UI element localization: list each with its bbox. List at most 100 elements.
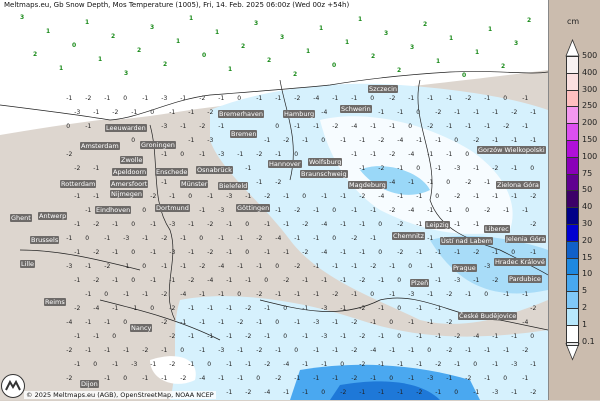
station-value: -1 <box>199 151 206 158</box>
station-value: 0 <box>446 179 451 186</box>
station-value: -1 <box>446 151 453 158</box>
sea-station-value: 3 <box>514 40 519 47</box>
station-value: -2 <box>74 165 81 172</box>
station-value: -1 <box>112 221 119 228</box>
station-value: -1 <box>142 375 149 382</box>
station-value: -2 <box>511 109 518 116</box>
legend-label: 10 <box>582 269 593 279</box>
station-value: -1 <box>446 95 453 102</box>
station-value: -2 <box>530 221 537 228</box>
station-value: -1 <box>112 249 119 256</box>
station-value: -3 <box>492 389 499 396</box>
station-value: -2 <box>465 179 472 186</box>
station-value: -2 <box>359 277 366 284</box>
city-label: Braunschweig <box>300 170 348 178</box>
station-value: -1 <box>340 137 347 144</box>
station-value: 0 <box>256 375 261 382</box>
station-value: -2 <box>454 333 461 340</box>
station-value: -1 <box>313 123 320 130</box>
station-value: -1 <box>93 333 100 340</box>
station-value: -1 <box>74 193 81 200</box>
station-value: -4 <box>351 123 358 130</box>
station-value: -4 <box>93 305 100 312</box>
station-value: -2 <box>465 95 472 102</box>
city-label: Amersfoort <box>110 180 149 188</box>
legend-band <box>566 274 579 293</box>
sea-station-value: 3 <box>410 44 415 51</box>
station-value: 0 <box>397 333 402 340</box>
station-value: -1 <box>492 137 499 144</box>
station-value: -2 <box>522 347 529 354</box>
station-value: -1 <box>302 277 309 284</box>
station-value: -1 <box>207 305 214 312</box>
station-value: -1 <box>161 179 168 186</box>
station-value: -1 <box>294 375 301 382</box>
station-value: -1 <box>370 207 377 214</box>
station-value: -1 <box>340 193 347 200</box>
station-value: -1 <box>218 95 225 102</box>
station-value: -1 <box>435 249 442 256</box>
station-value: -2 <box>492 277 499 284</box>
station-value: -1 <box>378 333 385 340</box>
station-value: 0 <box>454 389 459 396</box>
station-value: 0 <box>264 277 269 284</box>
station-value: -2 <box>446 347 453 354</box>
station-value: 0 <box>104 291 109 298</box>
city-label: Brussels <box>30 236 60 244</box>
sea-station-value: 0 <box>72 42 77 49</box>
city-label: Amsterdam <box>80 142 120 150</box>
station-value: -1 <box>275 347 282 354</box>
station-value: 0 <box>530 165 535 172</box>
station-value: -1 <box>207 193 214 200</box>
station-value: -2 <box>435 109 442 116</box>
city-label: Dortmund <box>155 204 190 212</box>
station-value: -1 <box>302 305 309 312</box>
station-value: -1 <box>378 277 385 284</box>
station-value: -2 <box>207 249 214 256</box>
station-value: 0 <box>340 361 345 368</box>
station-value: -1 <box>226 389 233 396</box>
station-value: -1 <box>511 165 518 172</box>
station-value: -1 <box>188 333 195 340</box>
station-value: -2 <box>161 235 168 242</box>
station-value: 0 <box>131 221 136 228</box>
station-value: -4 <box>180 291 187 298</box>
station-value: 0 <box>511 249 516 256</box>
station-value: -4 <box>389 179 396 186</box>
city-label: Groningen <box>140 141 176 149</box>
station-value: -3 <box>66 263 73 270</box>
legend-label: 100 <box>582 151 598 161</box>
station-value: -1 <box>378 389 385 396</box>
station-value: 0 <box>275 319 280 326</box>
legend-band <box>566 173 579 192</box>
legend-band <box>566 257 579 276</box>
legend-label: 40 <box>582 202 593 212</box>
station-value: -2 <box>503 123 510 130</box>
station-value: -1 <box>530 109 537 116</box>
station-value: -1 <box>503 347 510 354</box>
station-value: -1 <box>484 123 491 130</box>
station-value: -1 <box>359 389 366 396</box>
station-value: -1 <box>256 95 263 102</box>
station-value: 0 <box>180 151 185 158</box>
station-value: -1 <box>264 137 271 144</box>
station-value: -2 <box>530 389 537 396</box>
station-value: -2 <box>188 277 195 284</box>
station-value: -1 <box>142 235 149 242</box>
station-value: -2 <box>351 235 358 242</box>
station-value: -1 <box>389 347 396 354</box>
station-value: -1 <box>359 221 366 228</box>
station-value: -1 <box>237 347 244 354</box>
station-value: -2 <box>351 319 358 326</box>
snow-depth-map[interactable]: 3 2 1 1 0 1 1 2 3 2 3 2 1 1 0 1 1 2 3 2 3 2 1 1 0 1 1 2 3 2 3 2 1 1 0 1 1 2 3 2… <box>0 0 548 400</box>
station-value: -1 <box>416 193 423 200</box>
station-value: -1 <box>245 165 252 172</box>
station-value: -4 <box>378 193 385 200</box>
station-value: -1 <box>245 193 252 200</box>
station-value: -1 <box>397 109 404 116</box>
station-value: -1 <box>435 277 442 284</box>
sea-station-value: 1 <box>46 28 51 35</box>
station-value: -1 <box>484 179 491 186</box>
station-value: -1 <box>416 361 423 368</box>
station-value: -1 <box>112 305 119 312</box>
